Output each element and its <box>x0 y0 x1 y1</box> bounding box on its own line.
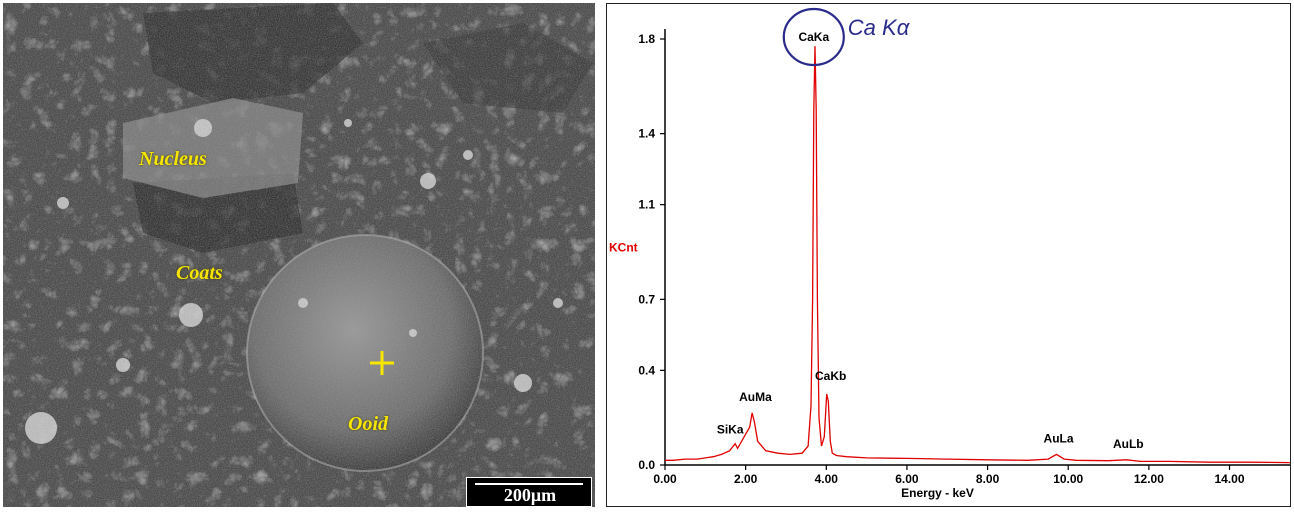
sem-micrograph: Nucleus Coats Ooid 200μm <box>3 3 595 507</box>
y-tick-label: 0.4 <box>638 363 655 377</box>
ca-k-alpha-annotation: Ca Kα <box>848 15 911 40</box>
sem-image <box>3 3 595 507</box>
scale-bar-label: 200μm <box>503 485 557 505</box>
ooid-label: Ooid <box>348 413 388 435</box>
peak-label-cakb: CaKb <box>815 369 846 383</box>
x-tick-label: 8.00 <box>976 472 1000 486</box>
x-tick-label: 10.00 <box>1053 472 1083 486</box>
eds-spectrum-chart: 0.0 0.4 0.7 1.1 1.4 1.8 0.00 2.00 4.00 6.00 8.00 10… <box>609 7 1291 500</box>
y-tick-label: 1.4 <box>638 127 655 141</box>
scale-bar-line <box>475 483 583 485</box>
caka-highlight-circle <box>782 7 845 67</box>
y-tick-label: 1.1 <box>638 198 655 212</box>
x-tick-label: 6.00 <box>895 472 919 486</box>
peak-label-sika: SiKa <box>717 423 744 437</box>
peak-label-caka: CaKa <box>798 30 829 44</box>
x-tick-label: 12.00 <box>1134 472 1164 486</box>
y-tick-label: 1.8 <box>638 32 655 46</box>
x-tick-label: 0.00 <box>653 472 677 486</box>
x-tick-label: 2.00 <box>734 472 758 486</box>
y-tick-label: 0.0 <box>638 458 655 472</box>
coats-label: Coats <box>176 262 223 284</box>
peak-label-aulb: AuLb <box>1113 437 1144 451</box>
scale-bar: 200μm <box>466 477 592 507</box>
x-tick-label: 14.00 <box>1215 472 1245 486</box>
y-axis-label: KCnt <box>609 240 638 254</box>
x-tick-label: 4.00 <box>815 472 839 486</box>
x-axis-label: Energy - keV <box>901 486 974 500</box>
eds-spectrum-panel: 0.0 0.4 0.7 1.1 1.4 1.8 0.00 2.00 4.00 6.00 8.00 10… <box>606 3 1291 507</box>
analysis-point-marker <box>370 351 394 375</box>
peak-label-aula: AuLa <box>1044 431 1074 445</box>
spectrum-line <box>665 46 1291 464</box>
peak-label-auma: AuMa <box>739 390 772 404</box>
y-tick-label: 0.7 <box>638 292 655 306</box>
nucleus-label: Nucleus <box>139 148 207 170</box>
